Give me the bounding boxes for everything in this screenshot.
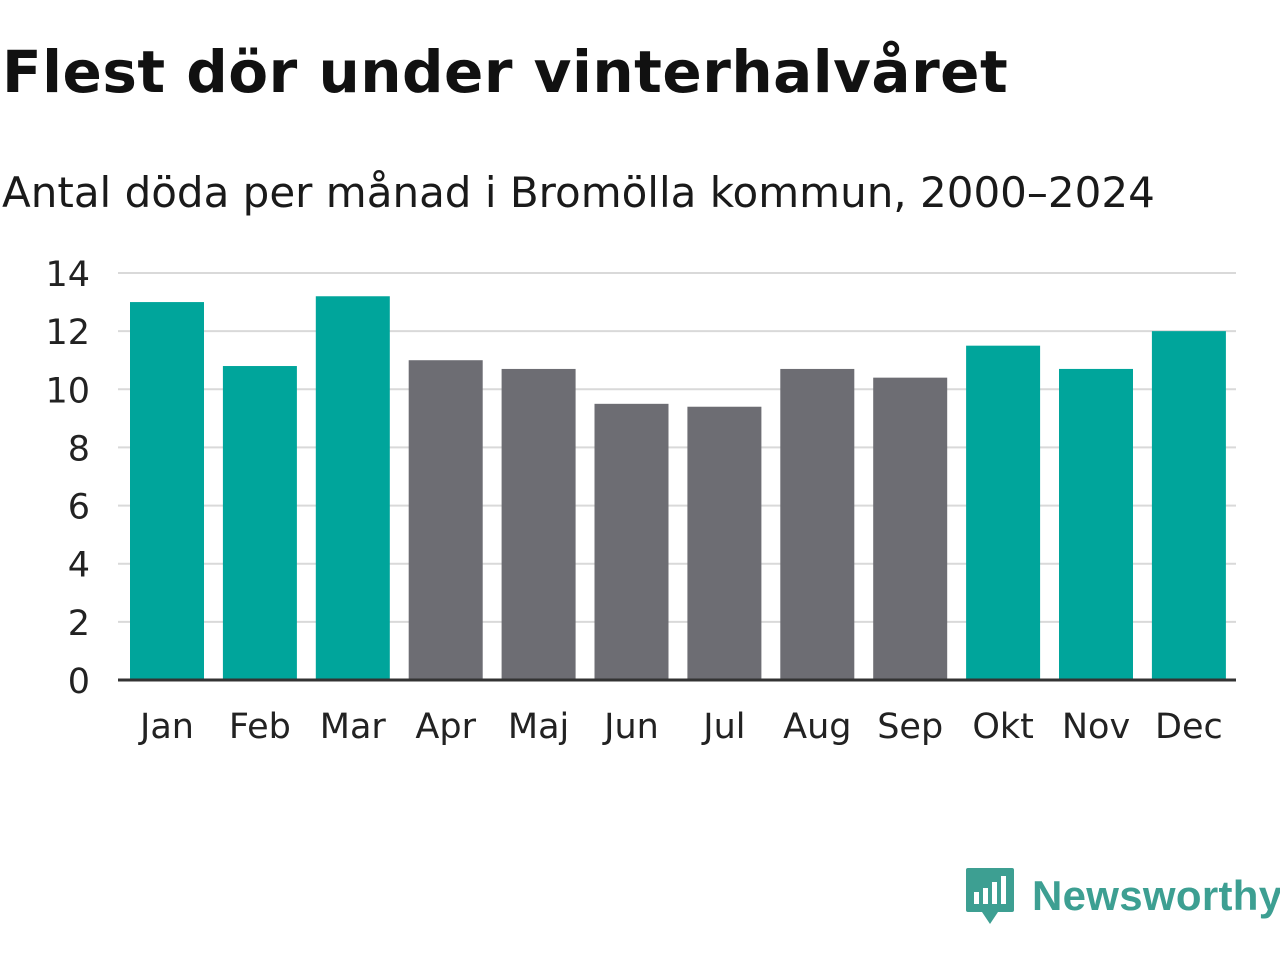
brand-name: Newsworthy (1032, 872, 1280, 919)
x-tick-label: Jun (602, 707, 659, 747)
y-tick-label: 14 (45, 255, 90, 295)
chart-title: Flest dör under vinterhalvåret (2, 38, 1009, 106)
chart-subtitle: Antal döda per månad i Bromölla kommun, … (2, 168, 1155, 217)
bar-sep (873, 377, 948, 680)
bar-mar (315, 296, 390, 680)
bar-feb (222, 366, 297, 680)
bar-okt (966, 345, 1041, 680)
x-tick-label: Okt (972, 707, 1034, 747)
x-tick-label: Jul (701, 707, 745, 747)
x-tick-label: Apr (415, 707, 476, 747)
brand: Newsworthy (964, 864, 1280, 928)
y-tick-label: 6 (68, 488, 90, 528)
newsworthy-logo-icon (966, 868, 1014, 924)
y-tick-labels: 0 2 4 6 8 10 12 14 (45, 255, 90, 702)
bars (130, 296, 1226, 680)
bar-jul (687, 406, 762, 680)
y-tick-label: 8 (68, 429, 90, 469)
y-tick-label: 12 (45, 313, 90, 353)
y-tick-label: 2 (68, 604, 90, 644)
bar-aug (780, 368, 855, 680)
x-tick-label: Jan (138, 707, 194, 747)
x-tick-labels: Jan Feb Mar Apr Maj Jun Jul Aug Sep Okt Nov Dec (138, 707, 1223, 747)
bar-dec (1151, 331, 1226, 680)
bar-nov (1059, 368, 1133, 680)
x-tick-label: Maj (508, 707, 569, 747)
y-tick-label: 0 (68, 662, 90, 702)
gridlines (118, 272, 1236, 623)
x-tick-label: Dec (1155, 707, 1223, 747)
x-tick-label: Feb (229, 707, 291, 747)
x-tick-label: Nov (1062, 707, 1130, 747)
x-tick-label: Mar (320, 707, 387, 747)
y-tick-label: 10 (45, 371, 90, 411)
bar-jan (130, 302, 204, 680)
x-tick-label: Sep (877, 707, 943, 747)
x-tick-label: Aug (783, 707, 851, 747)
bar-apr (408, 360, 483, 680)
y-tick-label: 4 (68, 546, 90, 586)
bar-maj (501, 368, 576, 680)
bar-jun (594, 403, 669, 680)
